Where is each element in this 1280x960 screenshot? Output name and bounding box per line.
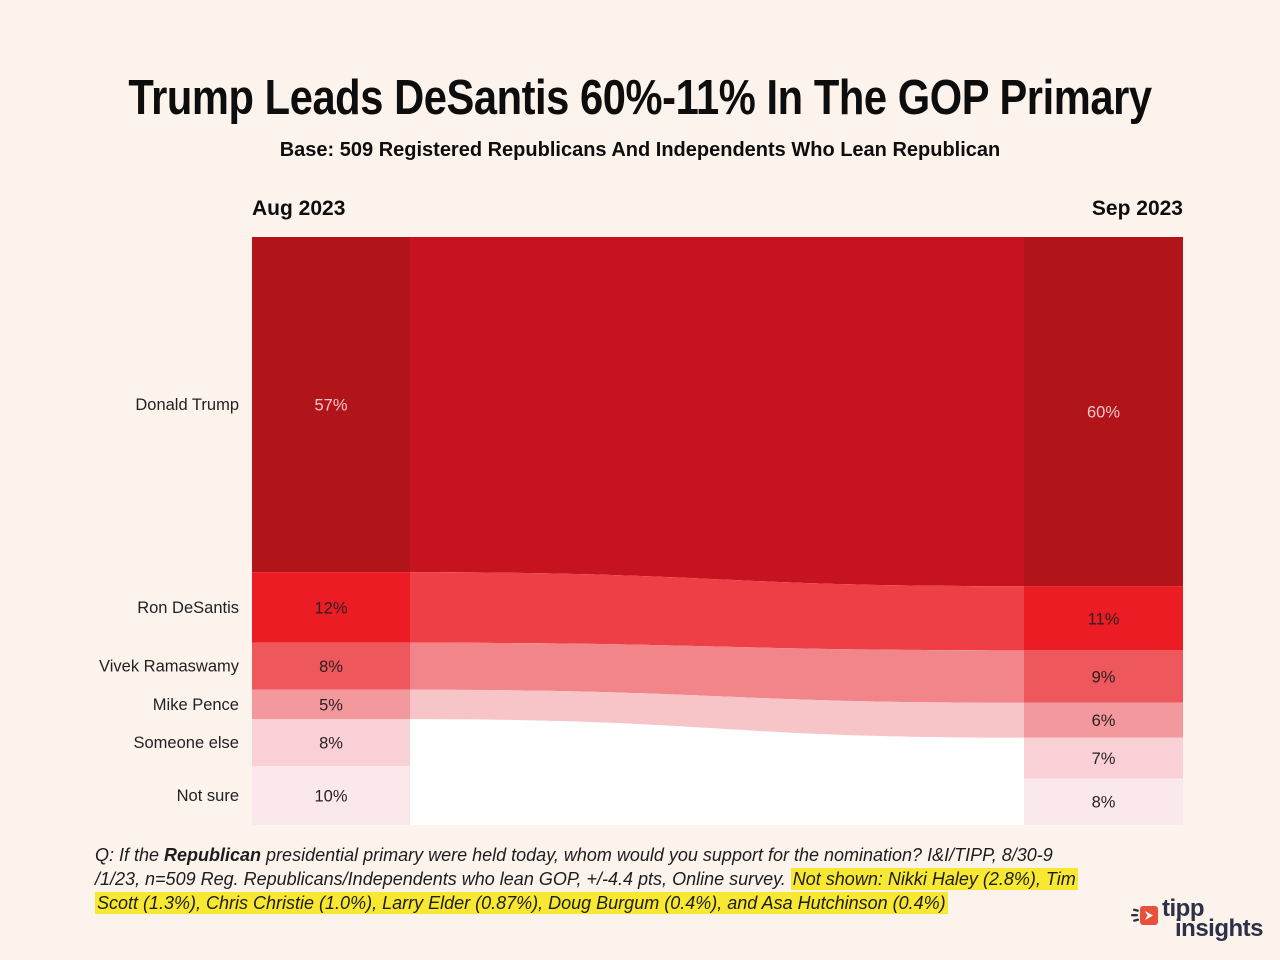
sep-bar-2 (1024, 650, 1183, 703)
aug-value-label-5: 10% (314, 788, 347, 806)
aug-bar-3 (252, 689, 410, 720)
sep-value-label-0: 60% (1087, 404, 1120, 422)
sep-value-label-1: 11% (1088, 610, 1120, 628)
footnote-text: /1/23, n=509 Reg. Republicans/Independen… (95, 869, 791, 889)
flow-band-2 (410, 642, 1024, 703)
flow-band-1 (410, 572, 1024, 651)
footnote-line-1: Q: If the Republican presidential primar… (95, 843, 1235, 867)
flow-chart-svg: Donald Trump 57% 60% Ron DeSantis 12% 11% Vive… (99, 237, 1183, 825)
sep-bar-3 (1024, 702, 1183, 738)
sep-value-label-4: 7% (1092, 750, 1116, 768)
column-header-sep-2023: Sep 2023 (1091, 197, 1183, 220)
footnote-line-2: /1/23, n=509 Reg. Republicans/Independen… (95, 867, 1235, 891)
tipp-insights-logo-text: tipp insights (1162, 895, 1264, 942)
logo-line-insights: insights (1175, 915, 1264, 942)
aug-bar-5 (252, 766, 410, 825)
footnote-highlighted-text: Not shown: Nikki Haley (2.8%), Tim (790, 868, 1078, 890)
tipp-insights-logo-icon (1131, 906, 1158, 925)
sep-bar-0 (1024, 237, 1183, 587)
sep-value-label-5: 8% (1092, 794, 1116, 812)
footnote-text: Q: If the (95, 845, 165, 865)
category-label-4: Someone else (134, 734, 240, 752)
category-label-5: Not sure (177, 787, 239, 805)
column-header-aug-2023: Aug 2023 (252, 197, 346, 220)
flow-chart: Donald Trump 57% 60% Ron DeSantis 12% 11% Vive… (91, 237, 1183, 825)
footnote-text: presidential primary were held today, wh… (261, 845, 1053, 865)
sep-bar-1 (1024, 586, 1183, 651)
logo-line-tipp: tipp (1162, 895, 1204, 922)
aug-bar-2 (252, 642, 410, 690)
footnote-highlighted-text: Scott (1.3%), Chris Christie (1.0%), Lar… (95, 892, 948, 914)
sep-bar-4 (1024, 737, 1183, 779)
aug-value-label-1: 12% (314, 599, 347, 617)
sep-bar-5 (1024, 778, 1183, 825)
aug-bar-4 (252, 719, 410, 767)
aug-value-label-0: 57% (314, 397, 347, 415)
aug-value-label-3: 5% (319, 696, 343, 714)
flow-band-3 (410, 689, 1024, 738)
category-label-1: Ron DeSantis (137, 599, 239, 617)
page-title: Trump Leads DeSantis 60%-11% In The GOP … (128, 71, 1152, 125)
sep-value-label-2: 9% (1092, 669, 1116, 687)
aug-bar-0 (252, 237, 410, 573)
footnote-line-3: Scott (1.3%), Chris Christie (1.0%), Lar… (95, 891, 1235, 915)
aug-value-label-2: 8% (319, 658, 343, 676)
aug-bar-1 (252, 572, 410, 643)
page-subtitle: Base: 509 Registered Republicans And Ind… (279, 139, 1001, 161)
footnote-bold-text: Republican (164, 845, 262, 865)
aug-value-label-4: 8% (319, 735, 343, 753)
tipp-insights-logo: tipp insights (1130, 895, 1264, 942)
footnote: Q: If the Republican presidential primar… (95, 843, 1235, 915)
category-label-0: Donald Trump (135, 396, 239, 414)
flow-band-0 (410, 237, 1024, 587)
sep-value-label-3: 6% (1092, 712, 1116, 730)
category-label-3: Mike Pence (153, 696, 239, 714)
category-label-2: Vivek Ramaswamy (99, 658, 240, 676)
